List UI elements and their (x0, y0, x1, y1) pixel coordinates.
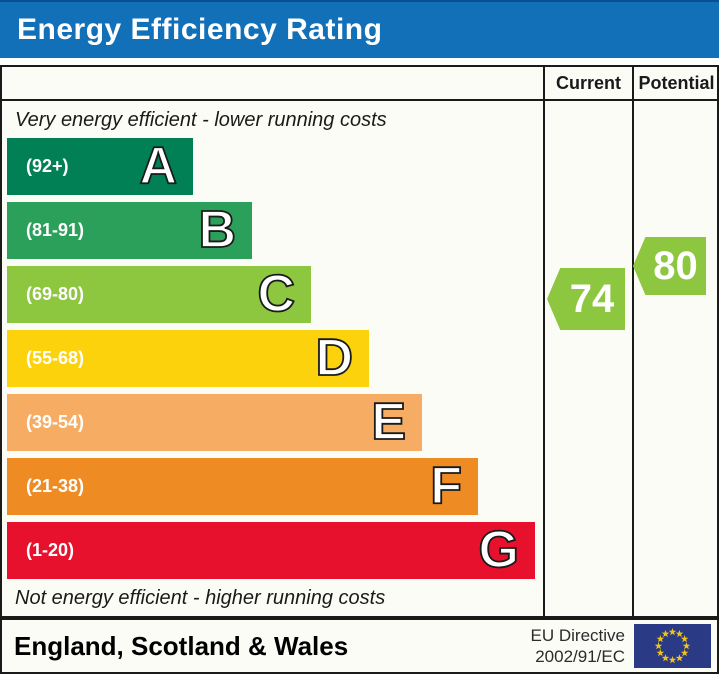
band-d-range: (55-68) (26, 348, 85, 368)
column-header-potential: Potential (638, 72, 715, 93)
current-rating-value: 74 (569, 276, 615, 321)
band-c-letter: C (257, 265, 296, 324)
band-g-range: (1-20) (26, 540, 75, 560)
band-b-range: (81-91) (26, 220, 85, 240)
eu-directive-line2: 2002/91/EC (535, 647, 625, 666)
band-e: (39-54) E (7, 393, 422, 452)
band-g-letter: G (478, 521, 520, 580)
band-f-letter: F (429, 457, 463, 516)
column-divider-potential (632, 67, 634, 616)
band-e-range: (39-54) (26, 412, 85, 432)
band-b: (81-91) B (7, 201, 252, 260)
region-label: England, Scotland & Wales (14, 630, 349, 661)
potential-rating-value: 80 (653, 243, 698, 288)
band-c-range: (69-80) (26, 284, 85, 304)
footer: England, Scotland & Wales EU Directive 2… (0, 618, 719, 674)
band-d-letter: D (315, 329, 354, 388)
band-g: (1-20) G (7, 521, 535, 580)
band-a-letter: A (139, 137, 178, 196)
potential-rating-arrow: 80 (633, 237, 706, 295)
eu-directive-line1: EU Directive (530, 625, 625, 645)
band-c: (69-80) C (7, 265, 311, 324)
column-divider-current (543, 67, 545, 616)
caption-bottom: Not energy efficient - higher running co… (15, 587, 386, 609)
band-e-letter: E (370, 393, 406, 452)
table-header-row: Current Potential (2, 67, 717, 101)
eu-flag-icon (634, 624, 711, 668)
eu-directive-label: EU Directive 2002/91/EC (531, 620, 625, 672)
band-d: (55-68) D (7, 329, 369, 388)
caption-top: Very energy efficient - lower running co… (15, 109, 387, 131)
band-b-letter: B (198, 201, 237, 260)
band-f-range: (21-38) (26, 476, 85, 496)
page-title: Energy Efficiency Rating (17, 13, 383, 46)
title-bar: Energy Efficiency Rating (0, 0, 719, 58)
band-f: (21-38) F (7, 457, 478, 516)
band-a: (92+) A (7, 137, 193, 196)
column-header-current: Current (555, 72, 621, 93)
current-rating-arrow: 74 (547, 268, 625, 330)
rating-table: Current Potential Very energy efficient … (0, 65, 719, 618)
band-a-range: (92+) (26, 156, 69, 176)
